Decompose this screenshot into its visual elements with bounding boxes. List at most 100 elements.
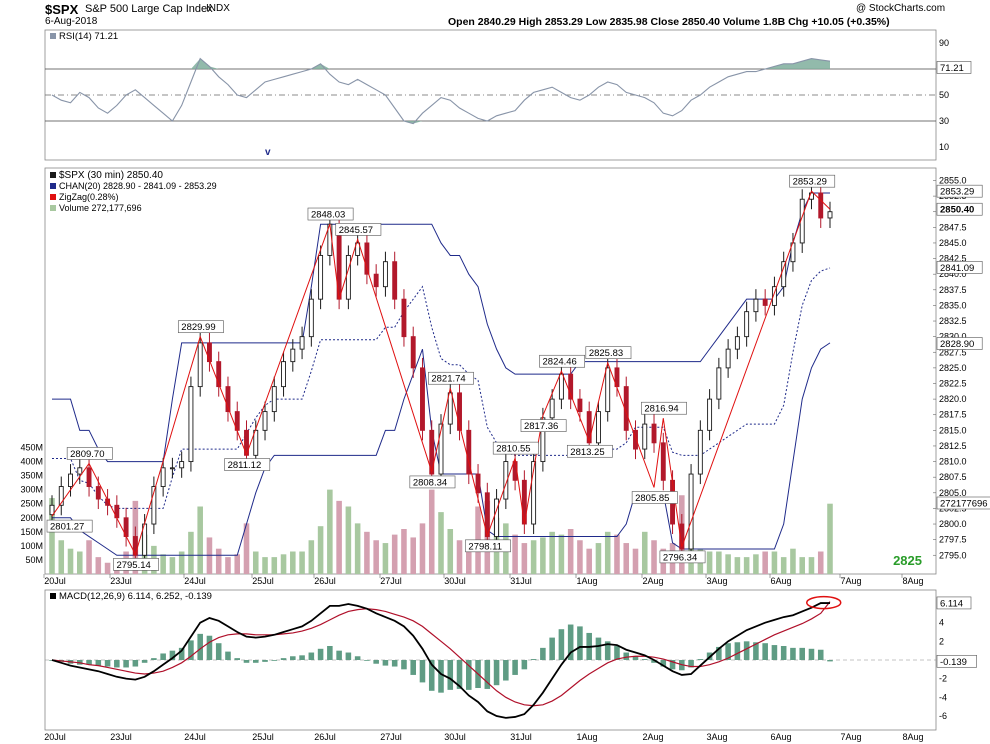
macd-x-axis-label: 7Aug <box>840 732 861 742</box>
macd-histogram-bar <box>780 646 787 660</box>
volume-tick-label: 50M <box>25 555 43 565</box>
volume-bar <box>271 557 278 574</box>
volume-bar <box>225 557 231 574</box>
candle-body <box>605 367 611 413</box>
mid-channel-value-group: 2841.09 <box>936 261 983 274</box>
zigzag-point-label: 2795.14 <box>116 560 150 571</box>
candle-body <box>642 423 648 450</box>
zigzag-point-label-box <box>46 519 93 533</box>
zigzag-point-label: 2809.70 <box>70 449 104 460</box>
volume-bar <box>762 551 768 574</box>
rsi-tick-label: 50 <box>939 90 949 100</box>
zigzag-point-label: 2853.29 <box>793 177 827 188</box>
volume-bar <box>308 540 315 574</box>
last-zigzag-watermark: 2825 <box>893 553 922 568</box>
macd-last-value: 6.114 <box>940 598 963 609</box>
rsi-legend: RSI(14) 71.21 <box>59 31 118 42</box>
volume-bar <box>364 531 370 574</box>
last-volume-value-group: 272177696 <box>936 496 990 510</box>
last-price-value: 2850.40 <box>940 205 974 216</box>
mid-channel-value-box <box>936 261 983 274</box>
zigzag-point-label-box <box>520 419 567 432</box>
candle-body <box>734 336 740 350</box>
volume-tick-label: 450M <box>20 442 43 452</box>
zigzag-point-label: 2845.57 <box>339 225 373 236</box>
macd-histogram-bar <box>799 647 805 660</box>
rsi-tick-label: 10 <box>939 142 949 152</box>
macd-highlight-circle <box>805 595 842 610</box>
volume-bar <box>466 543 472 574</box>
price-tick-label: 2855.0 <box>939 175 967 185</box>
price-legend-entry: Volume 272,177,696 <box>59 203 142 213</box>
volume-bar <box>799 557 805 574</box>
volume-bar <box>753 554 759 574</box>
price-tick-label: 2810.0 <box>939 457 967 467</box>
volume-bar <box>540 537 546 574</box>
price-tick-label: 2825.0 <box>939 363 967 373</box>
volume-bar <box>567 529 574 574</box>
volume-bar <box>169 557 176 574</box>
candle-body <box>781 261 787 288</box>
price-legend-swatch <box>50 183 56 189</box>
zigzag-point-label-box <box>66 447 113 460</box>
macd-last-value-group: 6.114 <box>936 596 972 609</box>
macd-histogram-bar <box>151 658 157 660</box>
volume-bar <box>716 551 722 574</box>
price-tick-label: 2812.5 <box>939 441 967 451</box>
zigzag-point-label-group: 2795.14 <box>113 558 159 571</box>
macd-histogram-bar <box>827 660 833 662</box>
macd-histogram-bar <box>725 643 731 660</box>
candle-body <box>744 311 750 338</box>
candle-body <box>531 461 537 525</box>
macd-histogram-bar <box>466 660 472 690</box>
volume-bar <box>734 557 741 574</box>
zigzag-point-label-group: 2796.34 <box>659 550 706 564</box>
zigzag-point-label-group: 2853.29 <box>789 174 836 188</box>
price-tick-label: 2820.0 <box>939 394 967 404</box>
candle-body <box>216 361 222 388</box>
volume-bar <box>623 543 630 574</box>
macd-x-axis-label: 3Aug <box>706 732 727 742</box>
candle-body <box>318 254 324 300</box>
zigzag-point-label-group: 2798.11 <box>465 539 511 552</box>
zigzag-point-label-box <box>641 401 687 415</box>
macd-legend: MACD(12,26,9) 6.114, 6.252, -0.139 <box>59 591 212 602</box>
candle-body <box>568 373 574 400</box>
candle-body <box>197 342 203 388</box>
macd-histogram-bar <box>345 652 352 660</box>
last-volume-value-box <box>936 496 990 510</box>
candle-body <box>373 273 379 288</box>
zigzag-point-label-box <box>659 550 706 564</box>
macd-x-axis-label: 8Aug <box>902 732 923 742</box>
volume-bar <box>614 534 620 574</box>
candle-body <box>410 336 416 369</box>
zigzag-point-label-group: 2811.12 <box>224 458 271 471</box>
macd-tick-label: -6 <box>939 711 947 721</box>
candle-body <box>68 473 73 488</box>
macd-histogram-bar <box>354 656 361 660</box>
macd-histogram-bar <box>577 626 583 660</box>
histogram-last-value-box <box>936 654 977 668</box>
zigzag-point-label: 2808.34 <box>413 477 447 488</box>
macd-histogram-bar <box>178 647 185 660</box>
x-axis-label: 7Aug <box>840 576 861 586</box>
zigzag-point-label-box <box>789 174 836 188</box>
price-tick-label: 2797.5 <box>939 535 967 545</box>
volume-bar <box>586 548 592 574</box>
rsi-last-value-group: 71.21 <box>936 61 972 74</box>
candle-body <box>95 486 101 500</box>
price-legend-swatch <box>50 194 56 200</box>
zigzag-point-label: 2816.94 <box>644 404 678 415</box>
candle-body <box>290 348 296 363</box>
volume-bar <box>104 562 111 574</box>
candle-body <box>207 342 212 363</box>
macd-histogram-bar <box>503 660 509 681</box>
volume-bar <box>419 523 426 574</box>
macd-histogram-bar <box>401 660 407 670</box>
candle-body <box>596 411 601 444</box>
volume-bar <box>58 540 65 574</box>
candle-body <box>299 336 305 350</box>
macd-histogram-bar <box>817 649 824 660</box>
price-tick-label: 2827.5 <box>939 347 967 357</box>
